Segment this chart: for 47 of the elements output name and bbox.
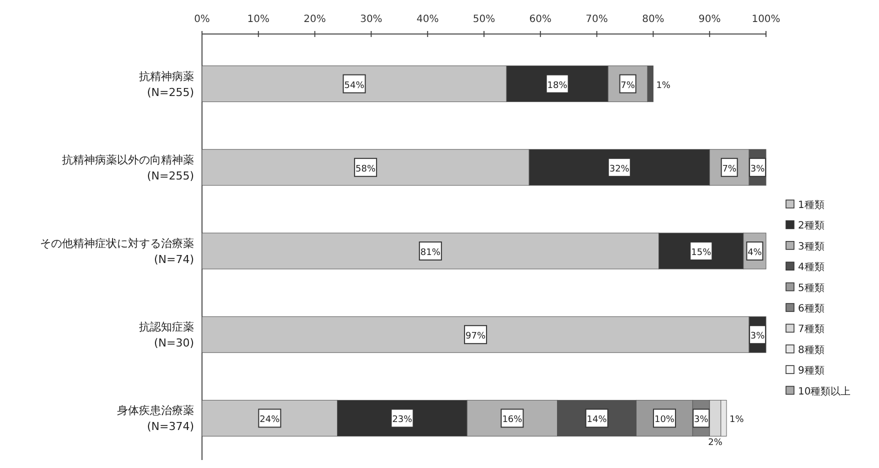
y-tick-label: 抗精神病薬以外の向精神薬 (N=255) — [62, 153, 194, 182]
x-tick-label: 70% — [586, 14, 608, 25]
legend-label: 4種類 — [798, 261, 824, 274]
data-label: 1% — [730, 415, 744, 426]
data-label: 7% — [620, 80, 636, 91]
legend-label: 1種類 — [798, 199, 824, 211]
data-label: 3% — [750, 164, 766, 174]
y-tick-label: 身体疾患治療薬 (N=374) — [117, 404, 194, 434]
legend-label: 3種類 — [798, 240, 824, 252]
legend-label: 8種類 — [798, 344, 824, 356]
data-label: 32% — [609, 164, 630, 174]
x-tick-label: 50% — [472, 14, 496, 25]
y-tick-label: 抗精神病薬 (N=255) — [139, 70, 194, 99]
data-label: 1% — [656, 80, 671, 91]
legend-label: 9種類 — [798, 364, 824, 377]
x-tick-label: 60% — [529, 14, 552, 25]
legend-label: 7種類 — [798, 323, 824, 336]
x-tick-label: 80% — [642, 14, 664, 25]
data-label: 4% — [748, 248, 762, 258]
data-label: 3% — [694, 415, 709, 426]
data-label: 97% — [466, 332, 486, 342]
data-label: 10% — [654, 415, 675, 426]
x-tick-label: 30% — [360, 14, 382, 25]
data-label: 23% — [392, 415, 413, 426]
legend-label: 6種類 — [798, 302, 824, 314]
data-label: 18% — [547, 80, 568, 91]
data-label: 14% — [586, 415, 608, 426]
data-label: 81% — [420, 248, 441, 258]
data-label: 3% — [750, 332, 766, 342]
legend-label: 10種類以上 — [798, 385, 851, 398]
data-label: 24% — [260, 415, 280, 426]
data-label: 7% — [722, 164, 737, 174]
x-tick-label: 40% — [416, 14, 439, 25]
data-label: 2% — [708, 438, 723, 448]
data-label: 15% — [691, 248, 712, 258]
x-tick-label: 0% — [194, 14, 210, 25]
x-tick-label: 100% — [752, 14, 780, 25]
data-label: 58% — [356, 164, 376, 174]
y-tick-label: 抗認知症薬 (N=30) — [139, 320, 194, 350]
x-tick-label: 10% — [247, 14, 270, 25]
x-tick-label: 90% — [698, 14, 721, 25]
x-tick-label: 20% — [304, 14, 326, 25]
y-tick-label: その他精神症状に対する治療薬 (N=74) — [40, 237, 194, 266]
data-label: 54% — [344, 80, 365, 91]
legend-label: 5種類 — [798, 282, 824, 294]
legend-label: 2種類 — [798, 220, 824, 232]
data-label: 16% — [502, 415, 523, 426]
